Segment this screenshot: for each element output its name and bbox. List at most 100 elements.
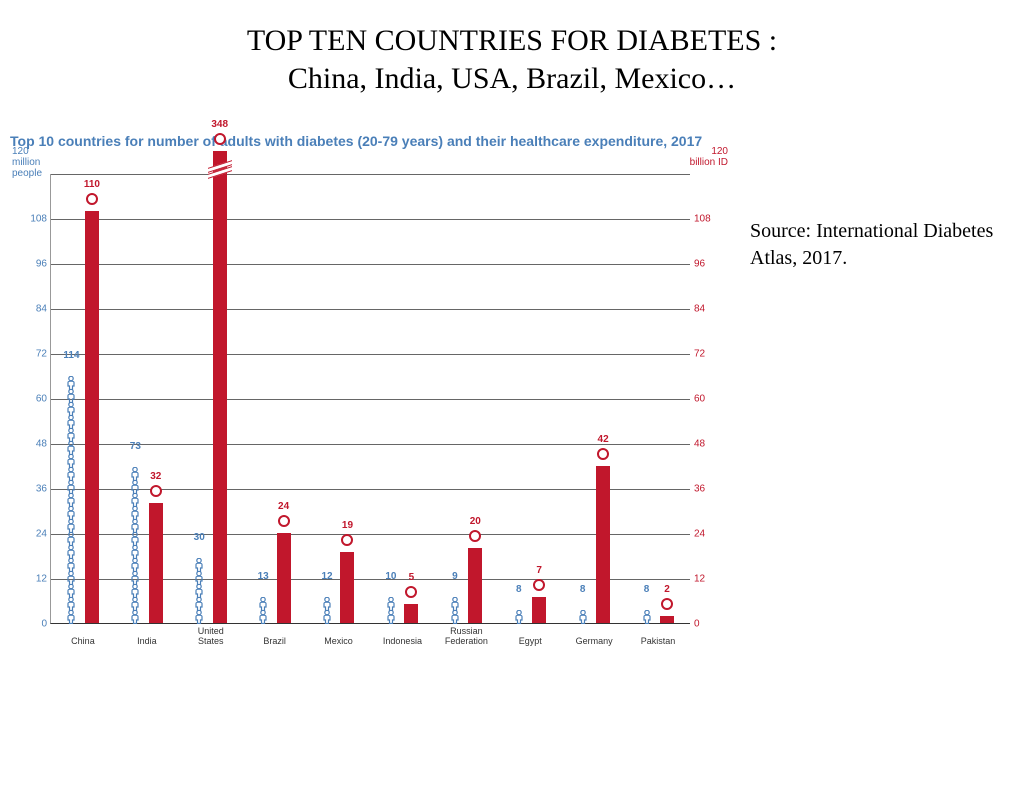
people-column (192, 558, 206, 623)
cost-value-label: 7 (536, 565, 542, 576)
people-value-label: 9 (452, 571, 458, 582)
gridline (51, 444, 690, 445)
x-category-label: Russian Federation (445, 627, 488, 647)
person-icon (194, 571, 204, 585)
people-value-label: 73 (130, 441, 141, 452)
person-icon (194, 558, 204, 572)
person-icon (66, 584, 76, 598)
y-tick-left: 48 (21, 439, 47, 450)
cost-marker (150, 485, 162, 497)
y-tick-right: 108 (694, 214, 720, 225)
x-category-label: Pakistan (641, 637, 676, 647)
gridline (51, 534, 690, 535)
cost-bar (213, 151, 227, 624)
title-line-2: China, India, USA, Brazil, Mexico… (288, 62, 736, 95)
person-icon (258, 610, 268, 624)
person-icon (450, 597, 460, 611)
people-column (128, 467, 142, 623)
gridline (51, 174, 690, 175)
cost-marker (278, 515, 290, 527)
slide-title: TOP TEN COUNTRIES FOR DIABETES : China, … (40, 22, 984, 97)
x-category-label: Mexico (324, 637, 353, 647)
people-value-label: 114 (63, 350, 79, 361)
person-icon (66, 610, 76, 624)
people-column (448, 597, 462, 623)
source-citation: Source: International Diabetes Atlas, 20… (750, 218, 1024, 272)
person-icon (130, 532, 140, 546)
person-icon (66, 597, 76, 611)
person-icon (66, 506, 76, 520)
y-tick-right: 0 (694, 619, 720, 630)
y-tick-left: 60 (21, 394, 47, 405)
cost-value-label: 2 (664, 584, 670, 595)
people-value-label: 8 (644, 584, 650, 595)
person-icon (322, 610, 332, 624)
person-icon (322, 597, 332, 611)
person-icon (514, 610, 524, 624)
cost-marker (469, 530, 481, 542)
person-icon (578, 610, 588, 624)
people-value-label: 30 (194, 532, 205, 543)
person-icon (130, 545, 140, 559)
cost-value-label: 5 (409, 572, 415, 583)
x-category-label: China (71, 637, 95, 647)
person-icon (258, 597, 268, 611)
cost-marker (341, 534, 353, 546)
gridline (51, 264, 690, 265)
person-icon (194, 597, 204, 611)
person-icon (66, 545, 76, 559)
y-tick-right: 24 (694, 529, 720, 540)
person-icon (66, 428, 76, 442)
person-icon (66, 480, 76, 494)
people-column (576, 610, 590, 623)
y-tick-left: 108 (21, 214, 47, 225)
axis-break-icon (208, 165, 232, 175)
plot-region: 0012122424363648486060727284849696108108… (50, 174, 690, 624)
cost-value-label: 42 (598, 434, 609, 445)
y-tick-left: 36 (21, 484, 47, 495)
person-icon (130, 610, 140, 624)
cost-value-label: 32 (150, 471, 161, 482)
person-icon (130, 571, 140, 585)
person-icon (66, 532, 76, 546)
y-tick-right: 84 (694, 304, 720, 315)
person-icon (450, 610, 460, 624)
person-icon (130, 467, 140, 481)
person-icon (130, 558, 140, 572)
y-tick-left: 72 (21, 349, 47, 360)
x-category-label: United States (198, 627, 224, 647)
gridline (51, 579, 690, 580)
x-category-label: Brazil (263, 637, 286, 647)
person-icon (386, 597, 396, 611)
cost-bar (340, 552, 354, 623)
y-tick-left: 0 (21, 619, 47, 630)
y-tick-right: 48 (694, 439, 720, 450)
person-icon (642, 610, 652, 624)
people-column (640, 610, 654, 623)
person-icon (66, 376, 76, 390)
cost-marker (86, 193, 98, 205)
x-category-label: India (137, 637, 157, 647)
person-icon (66, 441, 76, 455)
person-icon (386, 610, 396, 624)
people-value-label: 10 (385, 571, 396, 582)
people-column (512, 610, 526, 623)
cost-value-label: 24 (278, 501, 289, 512)
cost-bar (532, 597, 546, 623)
cost-bar (660, 616, 674, 624)
person-icon (66, 454, 76, 468)
cost-bar (596, 466, 610, 624)
chart-title: Top 10 countries for number of adults wi… (10, 132, 730, 150)
cost-bar (277, 533, 291, 623)
person-icon (130, 493, 140, 507)
person-icon (66, 389, 76, 403)
people-value-label: 13 (258, 571, 269, 582)
person-icon (66, 415, 76, 429)
person-icon (66, 493, 76, 507)
cost-value-label: 348 (211, 119, 228, 130)
person-icon (66, 558, 76, 572)
cost-bar (149, 503, 163, 623)
gridline (51, 489, 690, 490)
cost-value-label: 20 (470, 516, 481, 527)
person-icon (66, 571, 76, 585)
